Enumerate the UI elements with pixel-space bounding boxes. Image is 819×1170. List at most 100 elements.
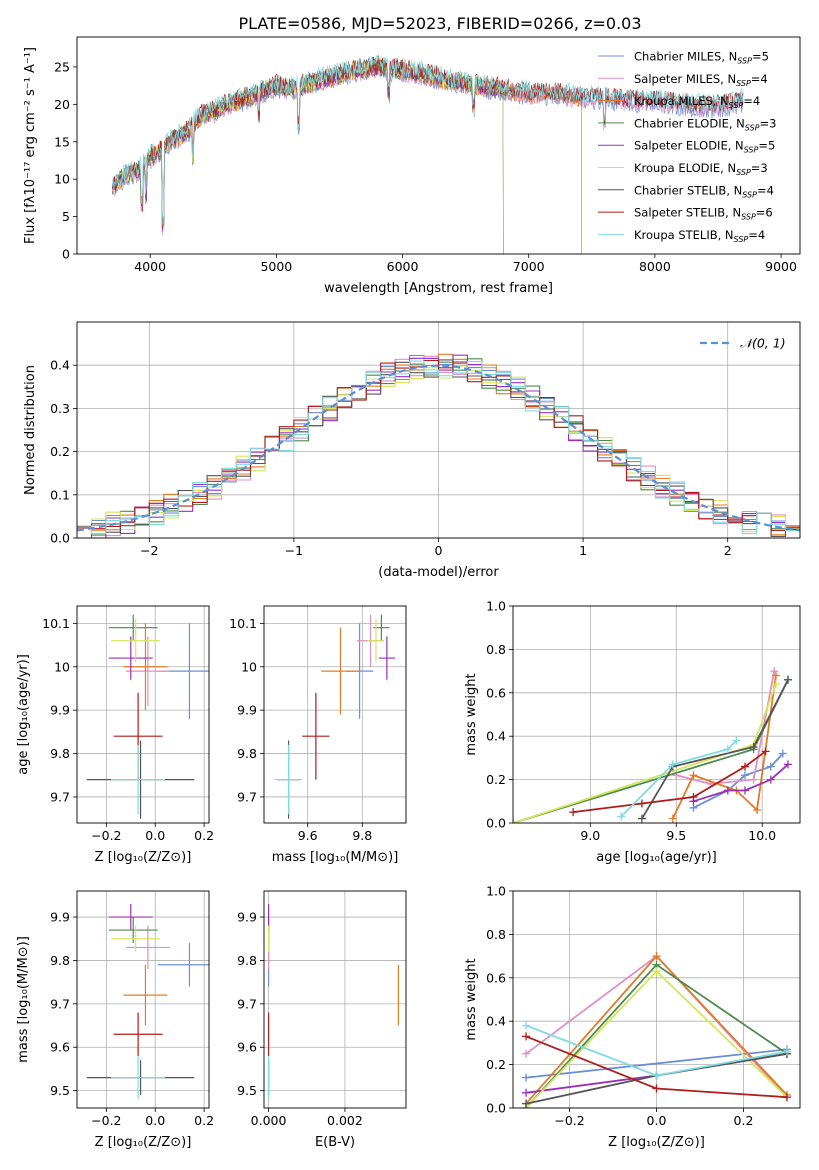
- spectrum-panel: 4000 5000 6000 7000 8000 9000 0 5 10 15 20 25 wavele…: [23, 36, 801, 296]
- mass-vs-ebv-panel: 0.000 0.002 9.5 9.6 9.7 9.8 9.9 E(B-V): [237, 890, 407, 1150]
- y-tick-label: 9.7: [237, 996, 257, 1011]
- weight-marker: [637, 799, 646, 808]
- error-bar: [108, 904, 153, 931]
- weight-marker: [617, 812, 626, 821]
- weight-marker: [522, 1099, 531, 1108]
- y-tick-label: 0.2: [486, 1057, 506, 1072]
- mass_vs_Z-grid: [77, 891, 209, 1108]
- legend-entry: Kroupa STELIB, NSSP=4: [634, 228, 765, 244]
- error-bar: [111, 925, 161, 952]
- y-tick-label: 0.6: [486, 970, 506, 985]
- spectrum-plot-area: [111, 54, 744, 254]
- error-bar: [125, 636, 170, 706]
- weight-marker: [668, 814, 677, 823]
- y-tick-label: 9.8: [50, 746, 70, 761]
- y-tick-label: 0: [62, 247, 70, 262]
- error-bar: [123, 623, 168, 711]
- weight_vs_age-plot-area: [513, 667, 792, 823]
- x-axis-label: E(B-V): [315, 1135, 355, 1150]
- y-tick-label: 0.8: [486, 642, 506, 657]
- x-axis-label: Z [log₁₀(Z/Z⊙)]: [95, 1135, 192, 1150]
- x-tick-label: 0.2: [194, 828, 214, 843]
- x-tick-label: 0.0: [145, 828, 165, 843]
- y-tick-label: 9.9: [50, 703, 70, 718]
- y-tick-label: 0.8: [486, 927, 506, 942]
- axes-frame: [76, 36, 801, 255]
- x-tick-label: −0.2: [91, 828, 121, 843]
- y-tick-label: 0.0: [50, 531, 70, 546]
- y-tick-label: 9.8: [237, 746, 257, 761]
- spectrum-line: [111, 54, 744, 227]
- weight-marker: [749, 743, 758, 752]
- weight-marker: [668, 760, 677, 769]
- x-tick-label: −1: [285, 543, 303, 558]
- y-tick-label: 25: [54, 59, 70, 74]
- y-tick-label: 9.9: [50, 910, 70, 925]
- y-tick-label: 5: [62, 209, 70, 224]
- weight-marker: [753, 805, 762, 814]
- x-tick-label: 9000: [765, 259, 797, 274]
- legend-entry: 𝒩(0, 1): [740, 336, 786, 351]
- axes-frame: [512, 890, 801, 1109]
- y-tick-label: 9.5: [50, 1083, 70, 1098]
- legend-entry: Kroupa MILES, NSSP=4: [634, 94, 760, 110]
- histogram-step: [77, 360, 800, 535]
- legend-entry: Chabrier STELIB, NSSP=4: [634, 183, 774, 199]
- x-tick-label: 9.0: [580, 828, 600, 843]
- error-bar: [111, 619, 161, 663]
- y-tick-label: 0.4: [50, 358, 70, 373]
- x-tick-label: 0: [435, 543, 443, 558]
- error-bar: [125, 925, 170, 970]
- y-tick-label: 0.6: [486, 685, 506, 700]
- weight-marker: [766, 775, 775, 784]
- weight-marker: [732, 736, 741, 745]
- y-tick-label: 9.8: [237, 953, 257, 968]
- y-tick-label: 9.9: [237, 703, 257, 718]
- y-tick-label: 0.2: [50, 444, 70, 459]
- y-tick-label: 10: [54, 659, 70, 674]
- x-tick-label: 0.2: [194, 1113, 214, 1128]
- weight-marker: [782, 1093, 791, 1102]
- y-tick-label: 10.1: [42, 616, 70, 631]
- age_vs_Z-grid: [77, 606, 209, 823]
- error-bar: [367, 619, 385, 663]
- x-tick-label: 0.000: [251, 1113, 287, 1128]
- legend-entry: Kroupa ELODIE, NSSP=3: [634, 161, 768, 177]
- error-bar: [123, 964, 168, 1026]
- error-bar: [111, 1055, 165, 1100]
- y-axis-label: mass weight: [464, 673, 479, 755]
- weight-marker: [652, 1071, 661, 1080]
- error-bar: [302, 692, 330, 780]
- mass_vs_ebv-grid: [264, 891, 406, 1108]
- legend-entry: Chabrier MILES, NSSP=5: [634, 50, 769, 66]
- x-tick-label: 0.002: [327, 1113, 363, 1128]
- x-tick-label: 0.2: [734, 1113, 754, 1128]
- histogram-step: [77, 359, 800, 537]
- x-tick-label: 2: [724, 543, 732, 558]
- y-tick-label: 10: [54, 172, 70, 187]
- weight-marker: [783, 760, 792, 769]
- weight-marker: [741, 771, 750, 780]
- y-tick-label: 0.0: [486, 1101, 506, 1116]
- error-bar: [111, 744, 165, 815]
- y-tick-label: 9.7: [50, 996, 70, 1011]
- y-tick-label: 10: [241, 659, 257, 674]
- y-tick-label: 9.6: [50, 1040, 70, 1055]
- weight-marker: [782, 1047, 791, 1056]
- x-tick-label: 0.0: [647, 1113, 667, 1128]
- error-bar: [108, 614, 158, 641]
- legend-entry: Chabrier ELODIE, NSSP=3: [634, 116, 776, 132]
- weight-marker: [771, 680, 780, 689]
- mass_vs_Z-plot-area: [86, 904, 209, 1100]
- weight-marker: [771, 671, 780, 680]
- y-tick-label: 15: [54, 134, 70, 149]
- weight-marker: [766, 762, 775, 771]
- y-tick-label: 10.1: [229, 616, 257, 631]
- x-tick-label: 9.8: [352, 828, 372, 843]
- error-bar: [113, 1012, 163, 1056]
- error-bar: [157, 943, 209, 987]
- x-axis-label: Z [log₁₀(Z/Z⊙)]: [608, 1135, 705, 1150]
- x-axis-label: mass [log₁₀(M/M⊙)]: [272, 850, 399, 865]
- x-axis-label: Z [log₁₀(Z/Z⊙)]: [95, 850, 192, 865]
